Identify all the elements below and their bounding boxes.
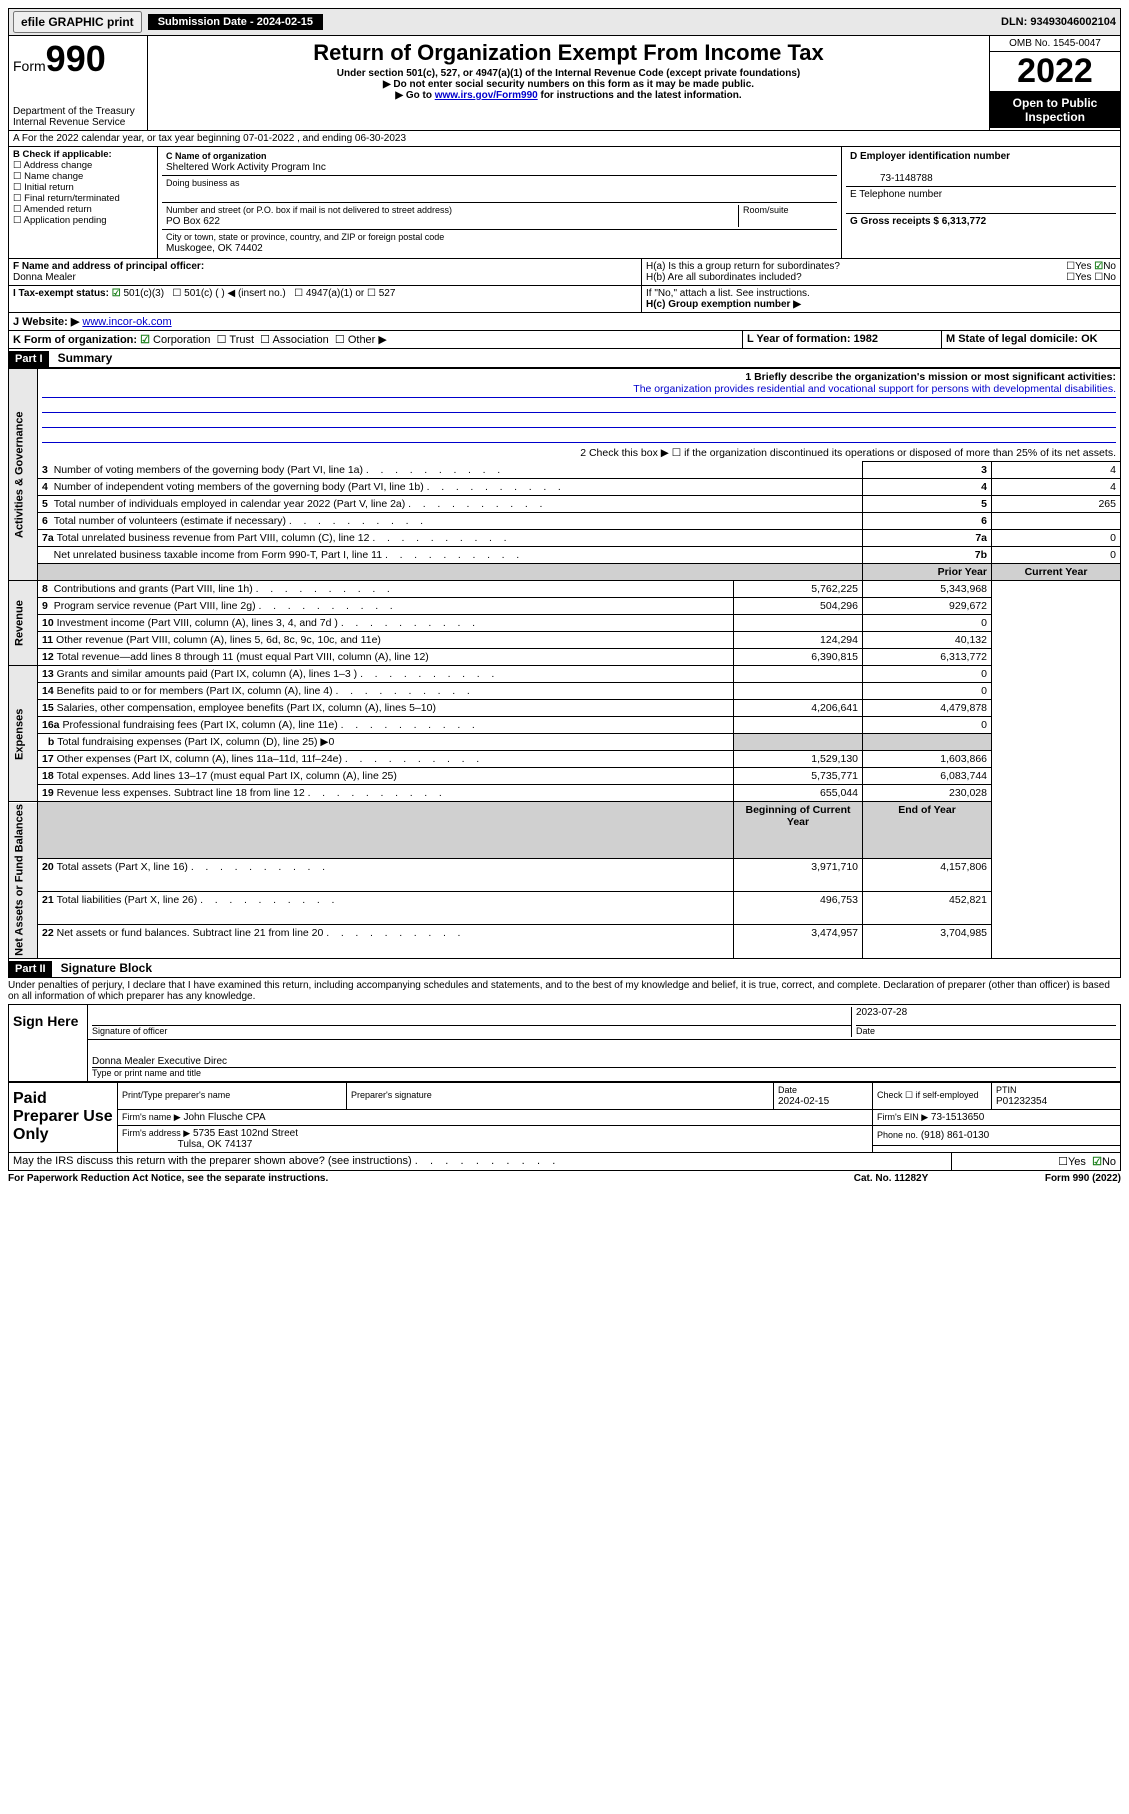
principal-officer: Donna Mealer <box>13 272 76 283</box>
public-inspection: Open to Public Inspection <box>990 92 1120 128</box>
sig-date: 2023-07-28 <box>856 1007 1116 1026</box>
year-formation: L Year of formation: 1982 <box>747 333 878 345</box>
form-title: Return of Organization Exempt From Incom… <box>152 40 985 66</box>
summary-table: Activities & Governance 1 Briefly descri… <box>8 368 1121 959</box>
ein-label: D Employer identification number <box>850 151 1010 162</box>
gross-receipts: G Gross receipts $ 6,313,772 <box>850 216 986 227</box>
mission-text: The organization provides residential an… <box>42 383 1116 398</box>
part-2-label: Part II <box>9 961 52 977</box>
paid-preparer-block: Paid Preparer Use Only Print/Type prepar… <box>8 1082 1121 1153</box>
dln-number: DLN: 93493046002104 <box>1001 16 1116 28</box>
efile-print-button[interactable]: efile GRAPHIC print <box>13 11 142 33</box>
omb-number: OMB No. 1545-0047 <box>990 36 1120 51</box>
city-state-zip: Muskogee, OK 74402 <box>166 243 263 254</box>
dept-treasury: Department of the Treasury <box>13 106 143 117</box>
website-link[interactable]: www.incor-ok.com <box>82 316 171 328</box>
irs-link[interactable]: www.irs.gov/Form990 <box>435 90 538 101</box>
firm-phone: (918) 861-0130 <box>921 1130 989 1141</box>
sign-here-block: Sign Here Signature of officer 2023-07-2… <box>8 1004 1121 1082</box>
part-1-label: Part I <box>9 351 49 367</box>
section-a-period: A For the 2022 calendar year, or tax yea… <box>8 131 1121 147</box>
state-domicile: M State of legal domicile: OK <box>946 333 1098 345</box>
signature-declaration: Under penalties of perjury, I declare th… <box>8 978 1121 1004</box>
side-net-assets: Net Assets or Fund Balances <box>9 802 38 959</box>
section-b: B Check if applicable: ☐ Address change … <box>9 147 158 258</box>
page-footer: For Paperwork Reduction Act Notice, see … <box>8 1171 1121 1186</box>
irs-label: Internal Revenue Service <box>13 117 143 128</box>
officer-name: Donna Mealer Executive Direc <box>92 1056 1116 1067</box>
org-name: Sheltered Work Activity Program Inc <box>166 162 326 173</box>
street-address: PO Box 622 <box>166 216 220 227</box>
phone-label: E Telephone number <box>850 189 942 200</box>
ein-value: 73-1148788 <box>850 173 933 184</box>
side-governance: Activities & Governance <box>9 369 38 581</box>
part-1-title: Summary <box>52 349 119 367</box>
form-header: Form990 Department of the Treasury Inter… <box>8 36 1121 131</box>
firm-ein: 73-1513650 <box>931 1112 984 1123</box>
side-revenue: Revenue <box>9 581 38 666</box>
subtitle-3: ▶ Go to www.irs.gov/Form990 for instruct… <box>152 90 985 101</box>
ptin: P01232354 <box>996 1096 1047 1107</box>
top-bar: efile GRAPHIC print Submission Date - 20… <box>8 8 1121 36</box>
subtitle-1: Under section 501(c), 527, or 4947(a)(1)… <box>152 68 985 79</box>
side-expenses: Expenses <box>9 666 38 802</box>
form-number: Form990 <box>13 38 143 80</box>
part-2-title: Signature Block <box>55 959 158 977</box>
firm-name: John Flusche CPA <box>183 1112 265 1123</box>
submission-date: Submission Date - 2024-02-15 <box>148 14 323 30</box>
firm-address: 5735 East 102nd Street <box>193 1128 298 1139</box>
subtitle-2: ▶ Do not enter social security numbers o… <box>152 79 985 90</box>
tax-year: 2022 <box>990 51 1120 92</box>
